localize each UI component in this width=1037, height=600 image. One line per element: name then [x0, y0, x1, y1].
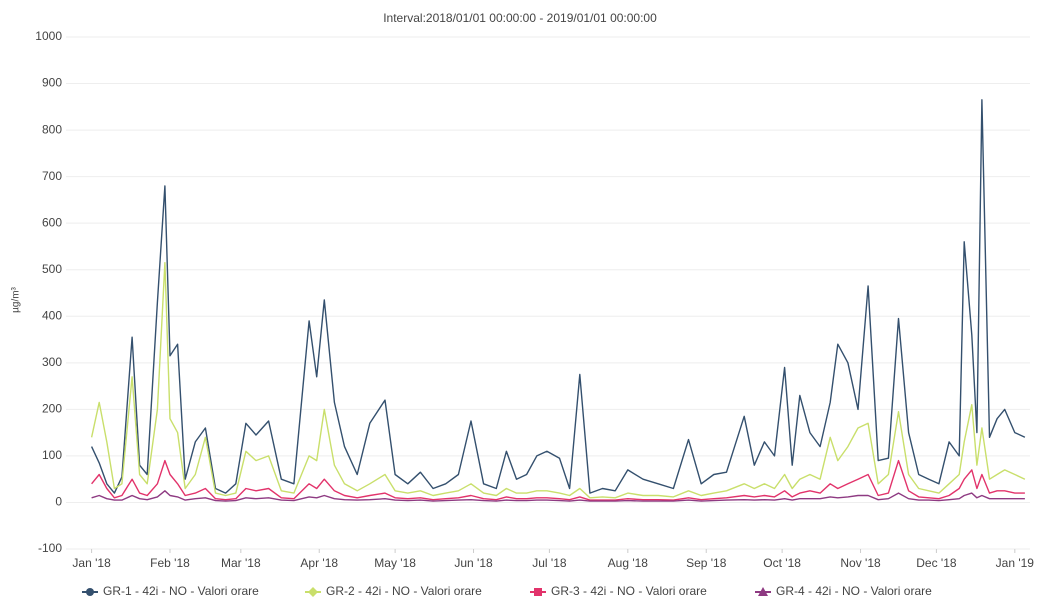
x-tick-label: Jun '18 [454, 556, 493, 570]
legend-symbol [758, 587, 768, 596]
x-tick-label: May '18 [374, 556, 416, 570]
y-tick-label: 200 [42, 402, 62, 416]
y-axis-label: µg/m³ [11, 286, 22, 312]
y-tick-label: 300 [42, 355, 62, 369]
x-tick-label: Jan '19 [996, 556, 1035, 570]
y-tick-label: 700 [42, 169, 62, 183]
legend-label: GR-1 - 42i - NO - Valori orare [103, 584, 259, 598]
chart-title: Interval:2018/01/01 00:00:00 - 2019/01/0… [383, 11, 657, 25]
y-tick-label: 900 [42, 76, 62, 90]
y-tick-label: 500 [42, 262, 62, 276]
series-line [90, 99, 1026, 494]
x-tick-label: Aug '18 [608, 556, 649, 570]
y-tick-label: 1000 [35, 29, 62, 43]
series-line [90, 262, 1026, 499]
x-tick-label: Apr '18 [300, 556, 338, 570]
legend-symbol [308, 587, 318, 597]
x-tick-label: Feb '18 [150, 556, 190, 570]
y-tick-label: -100 [38, 541, 62, 555]
x-tick-label: Jul '18 [532, 556, 567, 570]
legend-label: GR-4 - 42i - NO - Valori orare [776, 584, 932, 598]
x-tick-label: Dec '18 [916, 556, 957, 570]
legend-label: GR-2 - 42i - NO - Valori orare [326, 584, 482, 598]
x-tick-label: Sep '18 [686, 556, 727, 570]
y-tick-label: 800 [42, 122, 62, 136]
y-tick-label: 0 [55, 495, 62, 509]
x-tick-label: Mar '18 [221, 556, 261, 570]
series-line [91, 490, 1025, 502]
y-tick-label: 600 [42, 215, 62, 229]
legend-symbol [534, 588, 542, 596]
x-tick-label: Oct '18 [763, 556, 801, 570]
series-line [91, 459, 1025, 501]
y-tick-label: 400 [42, 308, 62, 322]
x-tick-label: Nov '18 [840, 556, 881, 570]
x-tick-label: Jan '18 [72, 556, 111, 570]
legend-symbol [86, 588, 94, 596]
legend-label: GR-3 - 42i - NO - Valori orare [551, 584, 707, 598]
y-tick-label: 100 [42, 448, 62, 462]
